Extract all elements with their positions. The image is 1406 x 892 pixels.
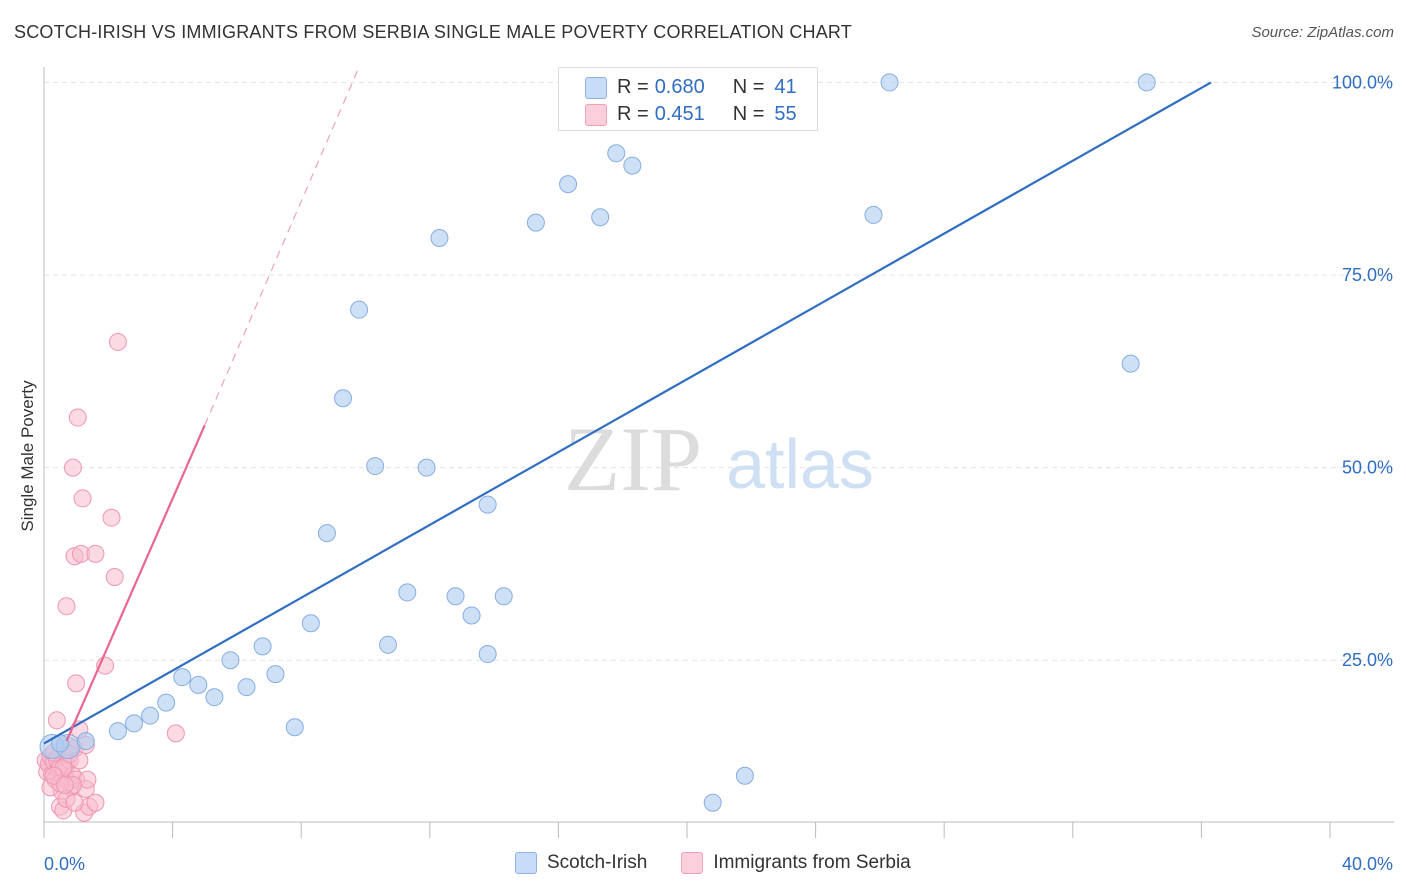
legend-row-serbia: R = 0.451 N = 55: [585, 101, 797, 127]
point-scotch-irish: [221, 651, 240, 670]
legend-item-serbia[interactable]: Immigrants from Serbia: [681, 852, 911, 874]
point-scotch-irish: [735, 766, 754, 785]
point-serbia: [57, 597, 76, 616]
point-scotch-irish: [253, 637, 272, 656]
legend-n-label: N =: [732, 102, 765, 125]
point-serbia: [102, 508, 121, 527]
point-serbia: [68, 408, 87, 427]
legend-n-value: 55: [774, 102, 797, 125]
watermark-atlas: atlas: [726, 425, 874, 503]
point-scotch-irish: [173, 668, 192, 687]
legend-label: Immigrants from Serbia: [713, 852, 911, 873]
point-serbia: [108, 333, 127, 352]
correlation-legend: R = 0.680 N = 41 R = 0.451 N = 55: [558, 67, 818, 131]
legend-r-value: 0.680: [654, 75, 705, 98]
trendline-serbia-extension: [204, 66, 360, 426]
grid-lines: [44, 81, 1394, 661]
chart-title: SCOTCH-IRISH VS IMMIGRANTS FROM SERBIA S…: [14, 22, 852, 42]
point-serbia: [65, 793, 84, 812]
point-scotch-irish: [880, 73, 899, 92]
legend-n-label: N =: [732, 75, 765, 98]
watermark-zip: ZIP: [564, 408, 702, 510]
point-serbia: [63, 458, 82, 477]
point-scotch-irish: [864, 205, 883, 224]
point-scotch-irish: [1137, 73, 1156, 92]
point-serbia: [73, 489, 92, 508]
point-scotch-irish: [478, 645, 497, 664]
point-serbia: [86, 793, 105, 812]
point-scotch-irish: [366, 457, 385, 476]
point-scotch-irish: [526, 213, 545, 232]
point-scotch-irish: [108, 722, 127, 741]
point-scotch-irish: [317, 524, 336, 543]
point-scotch-irish: [446, 587, 465, 606]
x-tick-label: 40.0%: [1342, 854, 1393, 874]
legend-r-value: 0.451: [654, 102, 705, 125]
legend-r-label: R =: [617, 75, 649, 98]
legend-swatch-pink: [585, 104, 607, 126]
trendline-scotch-irish: [43, 81, 1212, 745]
y-tick-label: 100.0%: [1332, 72, 1393, 92]
point-scotch-irish: [205, 688, 224, 707]
point-scotch-irish: [189, 675, 208, 694]
trendline-serbia: [65, 424, 206, 742]
point-scotch-irish: [591, 208, 610, 227]
point-scotch-irish: [76, 732, 95, 751]
x-tick-label: 0.0%: [44, 854, 85, 874]
point-scotch-irish: [417, 458, 436, 477]
point-scotch-irish: [478, 495, 497, 514]
point-scotch-irish: [285, 718, 304, 737]
axes: [43, 67, 1394, 838]
point-scotch-irish: [125, 714, 144, 733]
series-legend: Scotch-Irish Immigrants from Serbia: [515, 852, 945, 874]
legend-swatch-blue: [585, 77, 607, 99]
point-scotch-irish: [237, 678, 256, 697]
watermark: ZIP atlas: [564, 408, 874, 510]
legend-r-label: R =: [617, 102, 649, 125]
point-scotch-irish: [1121, 354, 1140, 373]
legend-n-value: 41: [774, 75, 797, 98]
point-serbia: [166, 724, 185, 743]
point-scotch-irish: [350, 300, 369, 319]
y-tick-label: 25.0%: [1342, 650, 1393, 670]
point-serbia: [47, 711, 66, 730]
point-scotch-irish: [301, 614, 320, 633]
y-tick-label: 50.0%: [1342, 458, 1393, 478]
source-credit: Source: ZipAtlas.com: [1251, 24, 1394, 41]
point-serbia: [55, 776, 74, 795]
point-scotch-irish: [623, 156, 642, 175]
point-scotch-irish: [157, 693, 176, 712]
point-scotch-irish: [266, 665, 285, 684]
point-scotch-irish: [494, 587, 513, 606]
point-scotch-irish: [703, 793, 722, 812]
legend-label: Scotch-Irish: [547, 852, 648, 873]
point-scotch-irish: [559, 175, 578, 194]
point-scotch-irish: [430, 229, 449, 248]
point-scotch-irish: [141, 706, 160, 725]
point-scotch-irish: [607, 144, 626, 163]
y-tick-label: 75.0%: [1342, 265, 1393, 285]
legend-row-scotch-irish: R = 0.680 N = 41: [585, 74, 797, 100]
point-scotch-irish: [379, 635, 398, 654]
trendlines: [43, 66, 1212, 745]
point-serbia: [105, 568, 124, 587]
legend-swatch-pink: [681, 852, 704, 874]
point-scotch-irish: [462, 606, 481, 625]
point-serbia: [67, 674, 86, 693]
point-serbia: [86, 544, 105, 563]
point-scotch-irish: [398, 583, 417, 602]
tick-labels: 25.0% 50.0% 75.0% 100.0% 0.0% 40.0%: [44, 72, 1393, 874]
legend-swatch-blue: [515, 852, 537, 874]
data-points: [36, 73, 1156, 822]
legend-item-scotch-irish[interactable]: Scotch-Irish: [515, 852, 647, 874]
point-scotch-irish: [333, 389, 352, 408]
